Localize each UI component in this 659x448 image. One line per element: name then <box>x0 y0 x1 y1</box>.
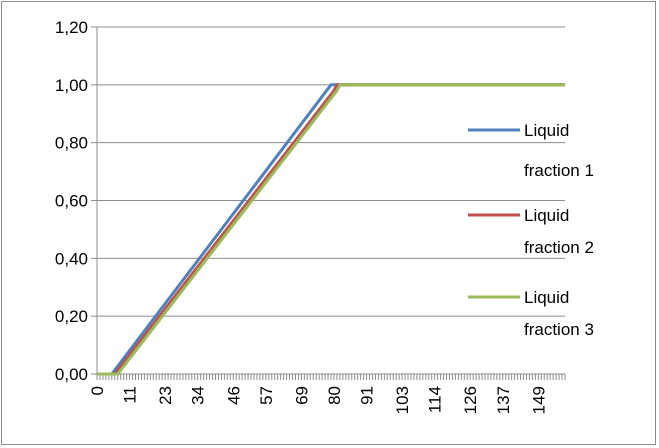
y-tick-label: 0,80 <box>55 134 88 153</box>
x-tick-label: 126 <box>461 386 480 414</box>
series-lines <box>97 83 565 376</box>
x-tick-label: 57 <box>257 386 276 405</box>
x-tick-label: 137 <box>494 386 513 414</box>
legend-entry-3: Liquid fraction 3 <box>468 288 594 339</box>
y-tick-label: 0,00 <box>55 365 88 384</box>
x-tick-labels: 0 11 23 34 46 57 69 80 91 103 114 126 137 149 <box>88 386 548 414</box>
x-tick-label: 103 <box>393 386 412 414</box>
y-tick-label: 0,60 <box>55 192 88 211</box>
x-tick-label: 80 <box>325 386 344 405</box>
x-tick-label: 69 <box>292 386 311 405</box>
series-line-2 <box>97 83 565 376</box>
legend-label-3: Liquid fraction 3 <box>524 288 594 339</box>
legend-entry-1: Liquid fraction 1 <box>468 121 594 180</box>
x-tick-label: 91 <box>358 386 377 405</box>
x-tick-label: 114 <box>426 386 445 413</box>
x-tick-label: 23 <box>156 386 175 405</box>
series-line-1 <box>97 83 565 376</box>
x-tick-label: 34 <box>189 386 208 405</box>
y-tick-label: 0,40 <box>55 249 88 268</box>
legend-entry-2: Liquid fraction 2 <box>468 206 594 257</box>
x-tick-label: 11 <box>121 386 140 404</box>
y-tick-label: 1,00 <box>55 76 88 95</box>
x-tick-label: 149 <box>529 386 548 414</box>
x-tick-label: 46 <box>224 386 243 405</box>
legend: Liquid fraction 1 Liquid fraction 2 Liqu… <box>468 121 594 339</box>
series-line-3 <box>97 83 565 376</box>
axes <box>96 27 566 380</box>
x-tick-label: 0 <box>88 386 107 395</box>
y-tick-label: 0,20 <box>55 307 88 326</box>
gridlines <box>91 26 565 375</box>
legend-label-1: Liquid fraction 1 <box>524 121 594 180</box>
legend-label-2: Liquid fraction 2 <box>524 206 594 257</box>
y-tick-label: 1,20 <box>55 18 88 37</box>
y-tick-labels: 0,00 0,20 0,40 0,60 0,80 1,00 1,20 <box>55 18 88 384</box>
